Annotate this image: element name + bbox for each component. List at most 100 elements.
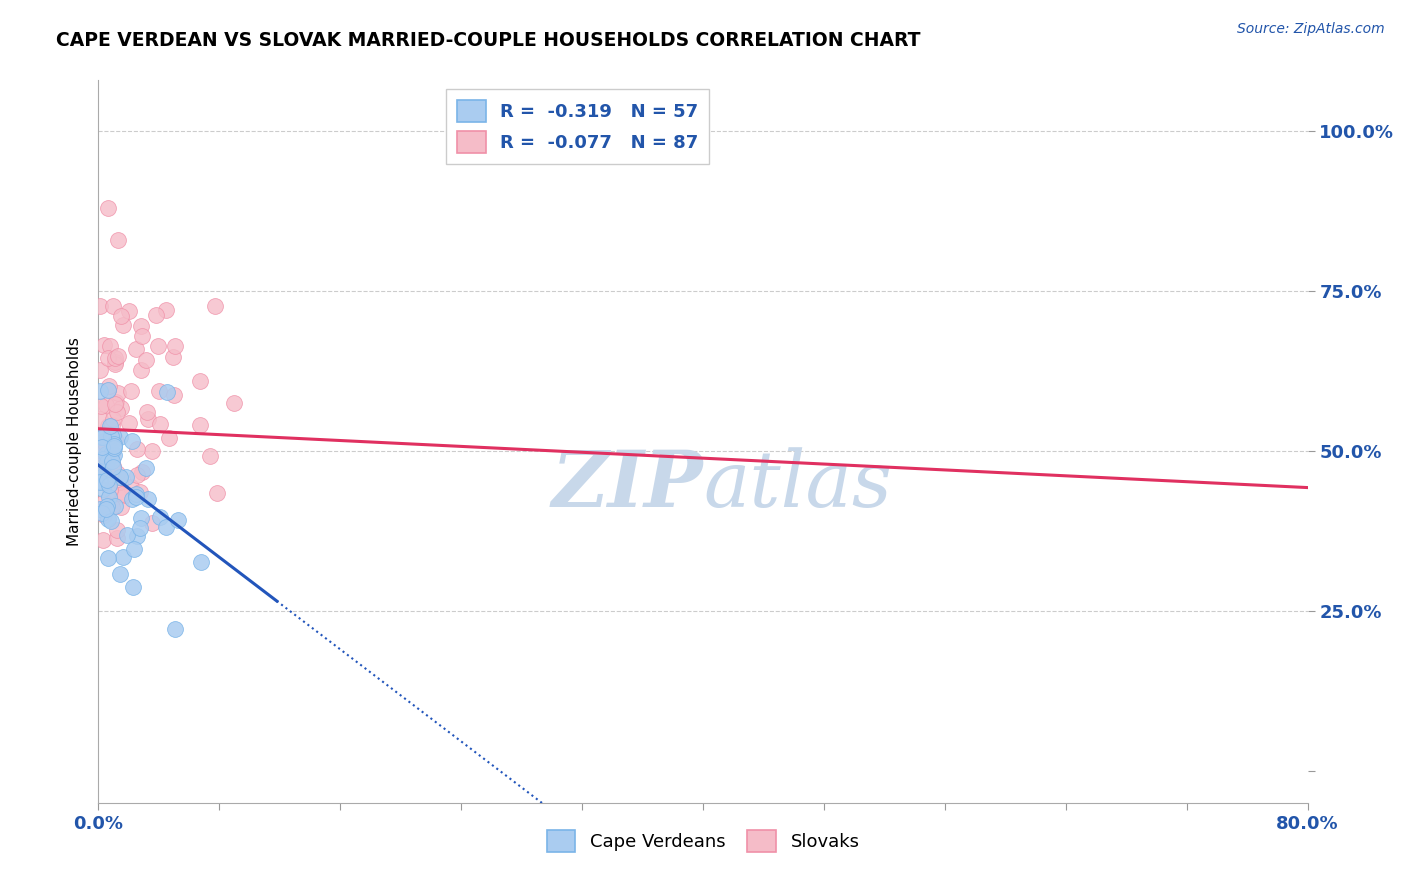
Legend: Cape Verdeans, Slovaks: Cape Verdeans, Slovaks xyxy=(540,822,866,859)
Point xyxy=(97,351,120,365)
Point xyxy=(93,495,115,509)
Point xyxy=(89,464,111,478)
Point xyxy=(100,500,122,514)
Point xyxy=(93,434,115,448)
Point xyxy=(108,430,131,444)
Point xyxy=(103,428,125,442)
Point xyxy=(104,357,127,371)
Point xyxy=(136,491,159,506)
Point xyxy=(114,488,136,502)
Point xyxy=(104,499,127,513)
Point xyxy=(101,445,124,459)
Point xyxy=(104,432,127,446)
Text: CAPE VERDEAN VS SLOVAK MARRIED-COUPLE HOUSEHOLDS CORRELATION CHART: CAPE VERDEAN VS SLOVAK MARRIED-COUPLE HO… xyxy=(56,31,921,50)
Point xyxy=(112,318,135,333)
Point xyxy=(90,443,112,458)
Point xyxy=(103,459,125,474)
Point xyxy=(145,308,167,322)
Point xyxy=(131,329,153,343)
Point xyxy=(107,385,129,400)
Point xyxy=(98,483,121,497)
Point xyxy=(94,436,117,450)
Point xyxy=(141,516,163,530)
Point xyxy=(149,417,172,431)
Point xyxy=(94,398,117,412)
Point xyxy=(108,475,131,490)
Point xyxy=(190,418,212,433)
Point xyxy=(90,447,112,461)
Point xyxy=(165,339,187,353)
Point xyxy=(103,459,125,474)
Point xyxy=(101,412,124,426)
Point xyxy=(104,351,127,366)
Point xyxy=(100,429,122,443)
Point xyxy=(115,470,138,484)
Point xyxy=(141,444,163,458)
Point xyxy=(125,487,148,501)
Point xyxy=(129,520,152,534)
Point xyxy=(205,486,228,500)
Point xyxy=(135,353,157,368)
Point xyxy=(128,485,150,500)
Point xyxy=(101,299,124,313)
Point xyxy=(93,508,115,522)
Point xyxy=(96,455,118,469)
Point xyxy=(111,549,134,564)
Point xyxy=(105,404,128,418)
Point xyxy=(125,468,148,483)
Point xyxy=(167,513,190,527)
Point xyxy=(136,405,159,419)
Point xyxy=(89,299,111,313)
Point xyxy=(157,431,180,445)
Point xyxy=(129,319,152,334)
Point xyxy=(97,201,120,215)
Point xyxy=(100,433,122,447)
Point xyxy=(107,233,129,247)
Point xyxy=(97,383,120,397)
Y-axis label: Married-couple Households: Married-couple Households xyxy=(66,337,82,546)
Point xyxy=(90,430,112,444)
Point xyxy=(101,445,124,459)
Point xyxy=(127,442,149,456)
Point xyxy=(94,446,117,460)
Point xyxy=(98,339,121,353)
Point xyxy=(91,482,114,496)
Point xyxy=(91,452,114,467)
Point xyxy=(97,512,120,526)
Point xyxy=(190,555,212,569)
Point xyxy=(134,461,156,475)
Point xyxy=(121,434,143,448)
Point xyxy=(93,338,115,352)
Point xyxy=(107,349,129,363)
Point xyxy=(224,396,246,410)
Point xyxy=(89,501,111,516)
Point xyxy=(90,506,112,520)
Point xyxy=(146,338,169,352)
Point xyxy=(94,463,117,477)
Point xyxy=(100,453,122,467)
Point xyxy=(89,412,111,426)
Point xyxy=(96,502,118,516)
Point xyxy=(125,529,148,543)
Point xyxy=(90,464,112,478)
Point xyxy=(104,397,127,411)
Point xyxy=(125,342,148,356)
Point xyxy=(89,475,111,489)
Point xyxy=(155,303,177,318)
Point xyxy=(93,468,115,483)
Point xyxy=(89,474,111,488)
Point xyxy=(101,418,124,433)
Point xyxy=(103,442,125,456)
Point xyxy=(129,511,152,525)
Point xyxy=(103,448,125,462)
Point xyxy=(163,388,186,402)
Point xyxy=(105,523,128,537)
Point xyxy=(204,298,226,312)
Point xyxy=(105,395,128,409)
Point xyxy=(120,384,142,399)
Text: ZIP: ZIP xyxy=(551,447,703,523)
Point xyxy=(100,514,122,528)
Point xyxy=(104,355,127,369)
Point xyxy=(162,350,184,364)
Point xyxy=(155,520,177,534)
